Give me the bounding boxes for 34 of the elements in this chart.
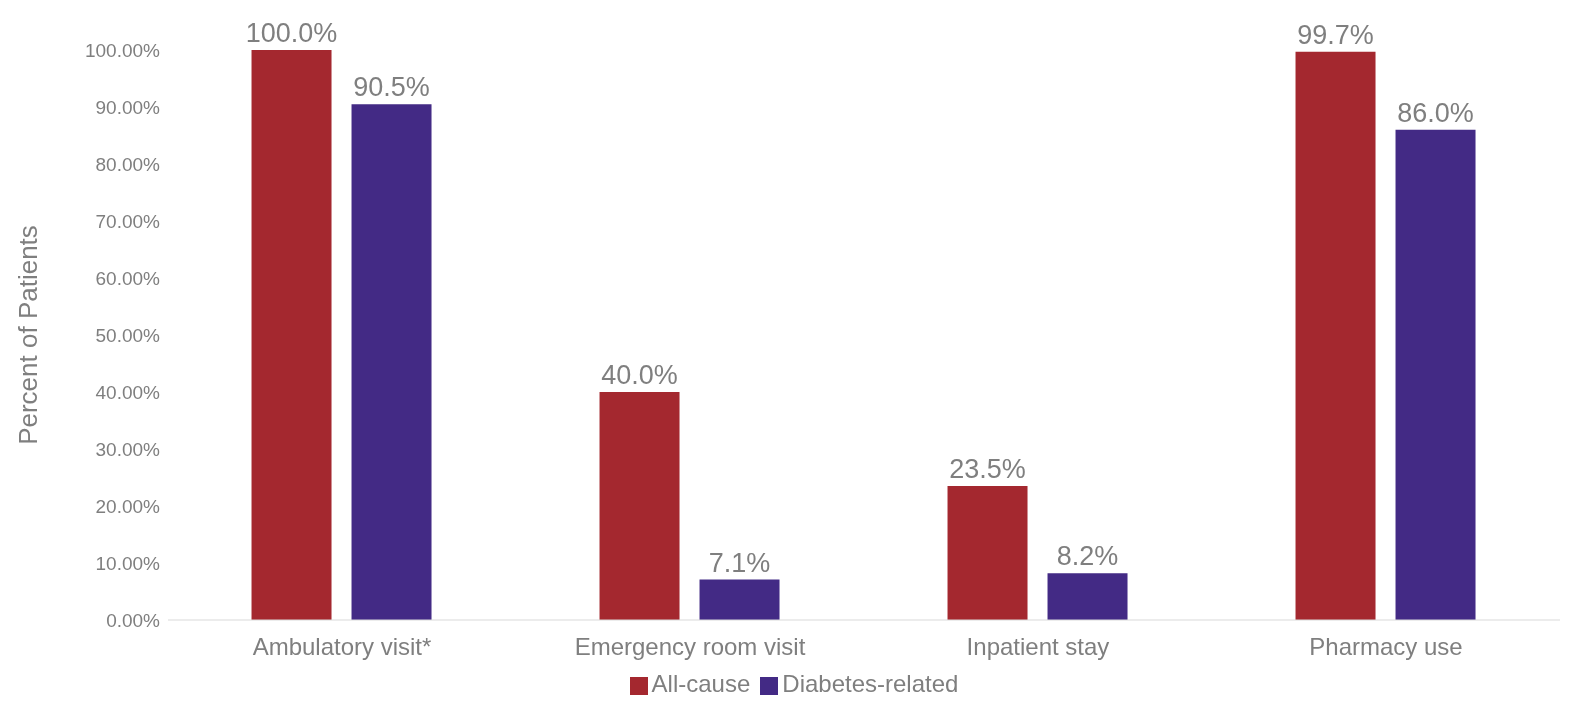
bar xyxy=(251,50,332,620)
bar xyxy=(1395,129,1476,620)
x-tick-label: Emergency room visit xyxy=(574,633,806,661)
x-tick-label: Pharmacy use xyxy=(1309,633,1463,661)
y-tick-label: 50.00% xyxy=(95,324,161,346)
y-tick-label: 0.00% xyxy=(106,609,161,631)
legend-label: Diabetes-related xyxy=(782,670,959,697)
bar xyxy=(1047,573,1128,620)
y-tick-label: 70.00% xyxy=(95,210,161,232)
data-label: 23.5% xyxy=(949,454,1026,485)
bar xyxy=(599,392,680,620)
y-tick-label: 100.00% xyxy=(84,39,161,61)
data-label: 99.7% xyxy=(1297,19,1374,50)
y-axis-title: Percent of Patients xyxy=(13,225,44,445)
data-label: 8.2% xyxy=(1056,541,1119,572)
y-tick-label: 80.00% xyxy=(95,153,161,175)
x-tick-label: Inpatient stay xyxy=(966,633,1110,661)
y-tick-label: 20.00% xyxy=(95,495,161,517)
x-tick-label: Ambulatory visit* xyxy=(252,633,432,661)
y-tick-label: 40.00% xyxy=(95,381,161,403)
data-label: 100.0% xyxy=(245,18,338,48)
data-label: 86.0% xyxy=(1397,97,1474,128)
y-tick-label: 10.00% xyxy=(95,552,161,574)
y-tick-label: 90.00% xyxy=(95,96,161,118)
bar xyxy=(699,579,780,620)
y-tick-label: 60.00% xyxy=(95,267,161,289)
legend-label: All-cause xyxy=(651,670,751,697)
bar xyxy=(351,104,432,620)
data-label: 7.1% xyxy=(708,547,771,578)
bar xyxy=(1295,51,1376,620)
bar xyxy=(947,486,1028,620)
data-label: 40.0% xyxy=(601,360,678,390)
data-label: 90.5% xyxy=(353,72,430,103)
y-tick-label: 30.00% xyxy=(95,438,161,460)
